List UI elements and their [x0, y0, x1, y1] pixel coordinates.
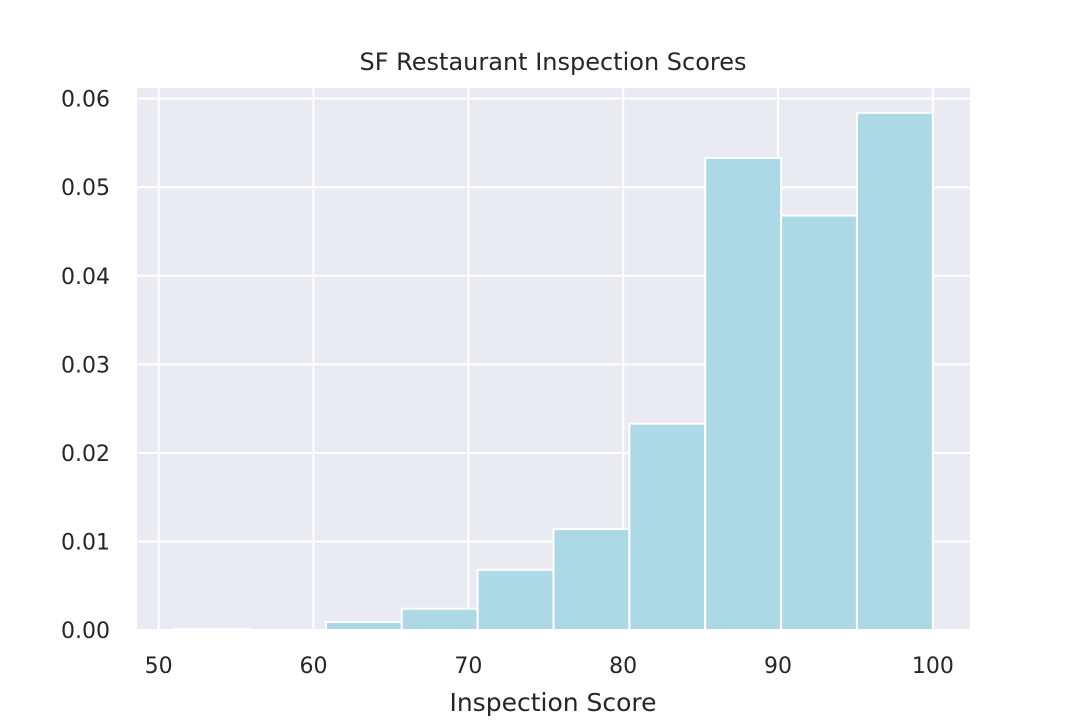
histogram-bars: [173, 111, 934, 632]
histogram-bar-0: [173, 628, 252, 632]
y-tick-label: 0.01: [61, 530, 110, 555]
y-tick-label: 0.05: [61, 176, 110, 201]
x-tick-label: 70: [454, 654, 482, 679]
y-tick-label: 0.03: [61, 353, 110, 378]
x-axis-ticks: 50 60 70 80 90 100: [145, 654, 954, 679]
histogram-bar-7: [704, 156, 783, 631]
histogram-bar-9: [855, 111, 934, 632]
y-axis-ticks: 0.00 0.01 0.02 0.03 0.04 0.05 0.06: [61, 88, 110, 644]
x-tick-label: 90: [764, 654, 792, 679]
x-tick-label: 60: [300, 654, 328, 679]
histogram-bar-4: [476, 568, 555, 631]
x-tick-label: 100: [912, 654, 954, 679]
y-tick-label: 0.00: [61, 619, 110, 644]
histogram-bar-5: [552, 528, 631, 632]
y-tick-label: 0.04: [61, 265, 110, 290]
histogram-bar-8: [780, 214, 858, 631]
histogram-bar-6: [628, 422, 707, 631]
chart-title: SF Restaurant Inspection Scores: [360, 48, 747, 76]
histogram-bar-2: [324, 621, 403, 632]
y-tick-label: 0.02: [61, 442, 110, 467]
histogram-bar-3: [400, 607, 479, 632]
x-axis-label: Inspection Score: [449, 688, 656, 717]
x-tick-label: 80: [609, 654, 637, 679]
y-tick-label: 0.06: [61, 88, 110, 113]
x-tick-label: 50: [145, 654, 173, 679]
